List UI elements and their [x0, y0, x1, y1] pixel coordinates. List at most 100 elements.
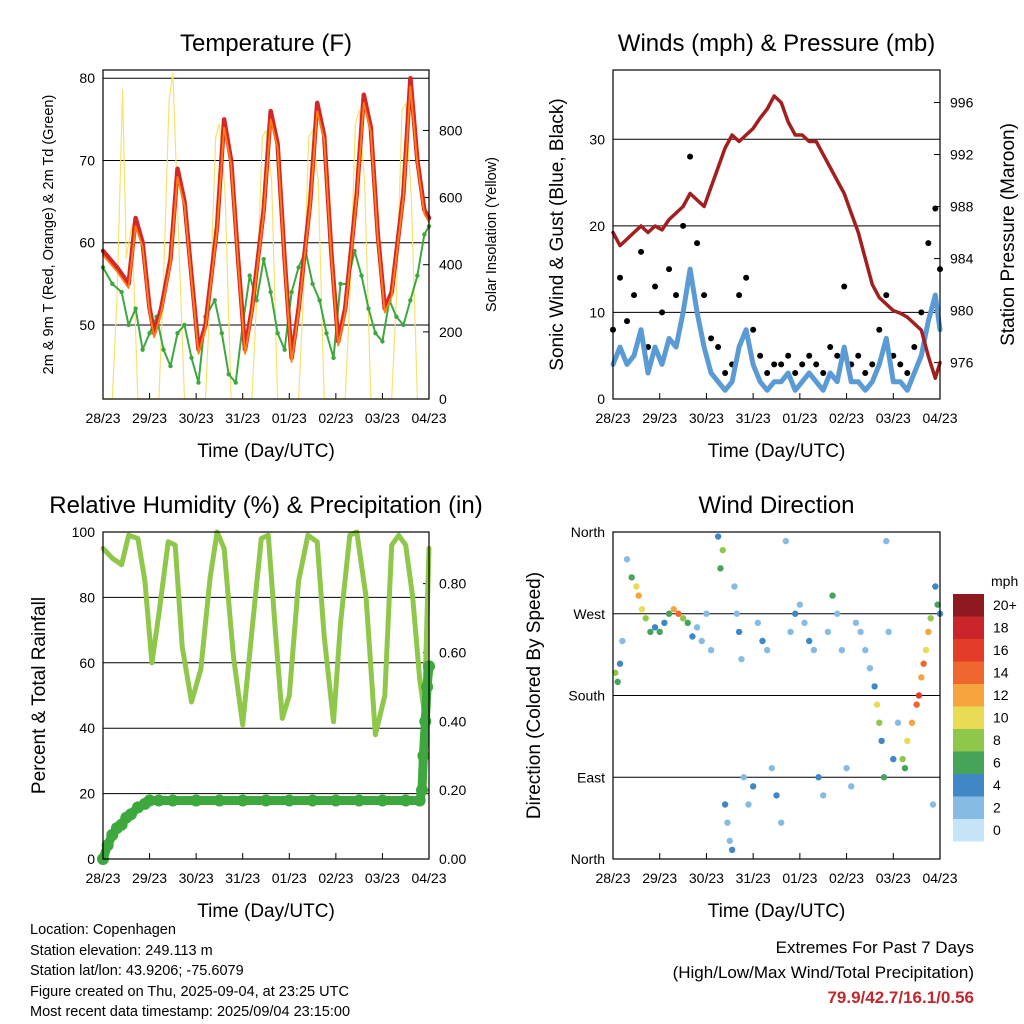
- direction-point: [815, 774, 822, 781]
- direction-point: [929, 801, 937, 808]
- precip-point: [421, 680, 434, 693]
- chart-title: Wind Direction: [698, 492, 854, 519]
- dewpoint-point: [408, 298, 413, 303]
- x-tick-label: 02/23: [318, 410, 353, 426]
- y-tick-label: 50: [79, 317, 95, 333]
- dewpoint-point: [338, 281, 343, 287]
- x-tick-label: 31/23: [225, 410, 260, 426]
- x-tick-label: 01/23: [272, 870, 307, 886]
- x-tick-label: 30/23: [179, 410, 214, 426]
- dewpoint-point: [175, 331, 180, 336]
- direction-point: [647, 628, 654, 636]
- direction-point: [721, 801, 729, 808]
- direction-point: [745, 801, 752, 808]
- direction-point: [862, 646, 869, 654]
- direction-point: [876, 719, 883, 726]
- x-tick-label: 28/23: [85, 410, 120, 426]
- direction-point: [904, 737, 911, 745]
- gust-point: [722, 370, 729, 377]
- x-axis-label: Time (Day/UTC): [197, 441, 335, 462]
- precip-point: [376, 794, 389, 807]
- direction-point: [796, 601, 804, 608]
- y-tick-label: 20: [79, 786, 95, 802]
- gust-point: [883, 292, 890, 299]
- direction-point: [787, 628, 794, 636]
- winds-pressure-panel: Winds (mph) & Pressure (mb) Time (Day/UTC…: [547, 30, 1019, 462]
- dewpoint-point: [119, 289, 124, 295]
- gust-point: [736, 292, 743, 299]
- dewpoint-point: [254, 298, 259, 303]
- extremes-title: Extremes For Past 7 Days: [775, 938, 974, 957]
- y-tick-label: 30: [589, 131, 605, 147]
- colorbar-label: 12: [993, 687, 1009, 703]
- direction-point: [834, 610, 841, 617]
- direction-point: [619, 637, 626, 645]
- x-tick-label: 31/23: [736, 870, 771, 886]
- colorbar-label: 2: [993, 800, 1001, 816]
- direction-point: [633, 583, 640, 590]
- direction-point: [679, 615, 687, 622]
- direction-point: [934, 601, 941, 608]
- gust-point: [666, 266, 673, 273]
- precip-point: [353, 794, 366, 807]
- x-axis-label: Time (Day/UTC): [708, 441, 846, 462]
- gust-point: [855, 352, 862, 359]
- gust-point: [743, 274, 750, 281]
- direction-point: [665, 610, 673, 617]
- x-tick-label: 30/23: [689, 870, 724, 886]
- direction-point: [777, 819, 785, 826]
- direction-point: [901, 764, 909, 772]
- dewpoint-point: [331, 355, 336, 361]
- precip-point: [190, 794, 203, 807]
- colorbar-swatch: [953, 616, 984, 639]
- direction-point: [852, 619, 860, 627]
- x-tick-label: 04/23: [411, 870, 446, 886]
- dewpoint-point: [233, 380, 238, 385]
- humidity-precip-panel: Relative Humidity (%) & Precipitation (i…: [29, 492, 483, 922]
- gust-point: [827, 344, 834, 351]
- colorbar-swatch: [953, 796, 984, 819]
- direction-point: [614, 678, 621, 686]
- gust-point: [904, 370, 911, 377]
- y2-axis-label: Solar Insolation (Yellow): [484, 157, 500, 312]
- gust-point: [792, 370, 799, 377]
- dewpoint-point: [373, 331, 378, 336]
- precip-point: [101, 839, 114, 852]
- direction-point: [866, 665, 874, 672]
- colorbar-swatch: [953, 774, 984, 797]
- dewpoint-point: [133, 306, 138, 311]
- precip-point: [399, 794, 412, 807]
- gust-point: [785, 352, 792, 359]
- direction-point: [749, 783, 757, 790]
- x-tick-label: 28/23: [85, 870, 120, 886]
- direction-point: [791, 610, 799, 617]
- colorbar-swatch: [953, 706, 984, 729]
- colorbar-label: 6: [993, 755, 1001, 771]
- colorbar-label: 0: [993, 822, 1001, 838]
- y-tick-label: 70: [79, 152, 95, 168]
- dewpoint-point: [401, 322, 406, 328]
- dewpoint-point: [422, 232, 427, 237]
- precip-point: [152, 794, 165, 807]
- chart-title: Relative Humidity (%) & Precipitation (i…: [49, 492, 482, 519]
- dewpoint-point: [212, 298, 217, 303]
- direction-point: [824, 628, 832, 636]
- direction-point: [873, 701, 881, 708]
- dewpoint-point: [226, 372, 231, 377]
- dewpoint-point: [189, 355, 194, 361]
- y-tick-label: 0: [87, 851, 95, 867]
- direction-point: [714, 533, 722, 540]
- figure-created: Figure created on Thu, 2025-09-04, at 23…: [30, 983, 349, 1000]
- x-tick-label: 31/23: [736, 410, 771, 426]
- direction-point: [773, 792, 780, 799]
- dewpoint-point: [366, 306, 371, 311]
- direction-point: [738, 655, 745, 663]
- gust-point: [750, 326, 757, 333]
- x-tick-label: 28/23: [595, 870, 630, 886]
- y-tick-label: North: [571, 851, 605, 867]
- direction-point: [616, 660, 624, 667]
- x-tick-label: 04/23: [922, 870, 957, 886]
- gust-point: [631, 292, 638, 299]
- direction-point: [698, 637, 705, 645]
- station-location: Location: Copenhagen: [30, 922, 176, 938]
